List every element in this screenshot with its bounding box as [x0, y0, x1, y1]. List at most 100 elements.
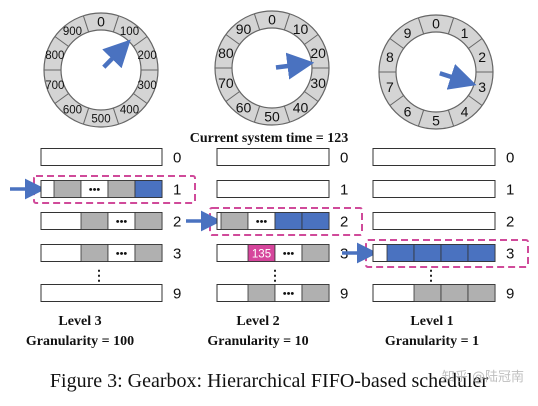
- current-time-label: Current system time = 123: [190, 131, 349, 146]
- level-3-granularity: Granularity = 100: [26, 334, 134, 349]
- clock-level-2-tick-label: 90: [236, 21, 252, 37]
- clock-level-1-divider: [447, 109, 455, 127]
- clock-level-3-divider: [112, 107, 120, 125]
- level-1-slot-blue: [440, 244, 469, 262]
- clock-level-3-tick-label: 600: [63, 104, 82, 116]
- level-3-bucket-index: 9: [173, 286, 181, 303]
- clock-level-1-divider: [417, 17, 425, 35]
- clock-level-1-tick-label: 4: [461, 103, 469, 119]
- level-1-bucket: [372, 180, 496, 198]
- clock-level-2-tick-label: 80: [218, 45, 234, 61]
- level-2-bucket-index: 1: [340, 182, 348, 199]
- clock-level-3-divider: [54, 93, 69, 104]
- level-2-slot-gray: [301, 284, 330, 302]
- clock-level-2-divider: [225, 91, 240, 102]
- clock-level-3-tick-label: 900: [63, 26, 82, 38]
- clock-level-2-tick-label: 70: [218, 75, 234, 91]
- level-1-bucket-index: 3: [506, 246, 514, 263]
- clock-level-3-divider: [82, 107, 90, 125]
- clock-level-1-divider: [389, 95, 404, 106]
- level-1-slot-gray: [440, 284, 469, 302]
- level-2-bucket-index: 0: [340, 150, 348, 167]
- level-2-slot-gray: [301, 244, 330, 262]
- clock-level-3-divider: [54, 36, 69, 47]
- clock-level-2-tick-label: 40: [293, 99, 309, 115]
- level-1-vertical-ellipsis: ⋮: [424, 269, 438, 284]
- clock-level-2-divider: [283, 13, 291, 31]
- level-1-bucket: [372, 148, 496, 166]
- clock-level-1-divider: [447, 17, 455, 35]
- level-1-slot-blue: [413, 244, 442, 262]
- level-1-bucket-index: 2: [506, 214, 514, 231]
- level-3-slot-gray: [107, 180, 136, 198]
- clock-level-3-pointer: [102, 39, 131, 69]
- clock-level-3-tick-label: 0: [97, 14, 105, 30]
- clock-level-1-tick-label: 3: [478, 79, 486, 95]
- clock-level-3-divider: [133, 36, 148, 47]
- clock-level-2-tick-label: 0: [268, 12, 276, 28]
- level-1-slot-blue: [386, 244, 415, 262]
- level-1-title: Level 1: [410, 314, 453, 329]
- figure-caption: Figure 3: Gearbox: Hierarchical FIFO-bas…: [49, 370, 489, 392]
- clock-level-1-tick-label: 5: [432, 113, 440, 129]
- level-2-badge-label: 135: [252, 249, 271, 261]
- clock-level-3-tick-label: 200: [138, 50, 157, 62]
- level-3-vertical-ellipsis: ⋮: [92, 269, 106, 284]
- level-3-title: Level 3: [58, 314, 101, 329]
- level-3-slot-gray: [80, 212, 109, 230]
- level-2-slot-blue: [274, 212, 303, 230]
- level-2-granularity: Granularity = 10: [207, 334, 308, 349]
- clock-level-2-divider: [225, 34, 240, 45]
- level-2-title: Level 2: [236, 314, 279, 329]
- clock-level-3-tick-label: 800: [45, 50, 64, 62]
- level-2-slot-ellipsis-text: •••: [283, 248, 295, 260]
- clock-level-1-pointer: [439, 63, 477, 90]
- level-2-bucket: [216, 148, 330, 166]
- level-3-slot-ellipsis-text: •••: [116, 248, 128, 260]
- level-2-bucket: [216, 180, 330, 198]
- level-3-bucket-index: 1: [173, 182, 181, 199]
- clock-level-3-divider: [133, 93, 148, 104]
- level-2-vertical-ellipsis: ⋮: [268, 269, 282, 284]
- gearbox-figure: Current system time = 123 01002003004005…: [10, 10, 529, 349]
- clock-level-1-divider: [468, 95, 483, 106]
- clock-level-3-divider: [112, 15, 120, 33]
- clock-level-1-divider: [468, 38, 483, 49]
- clock-level-1-tick-label: 9: [404, 25, 412, 41]
- level-3-slot-gray: [134, 212, 163, 230]
- level-2-slot-blue: [301, 212, 330, 230]
- level-3-slot-gray: [53, 180, 82, 198]
- level-3-bucket-index: 2: [173, 214, 181, 231]
- clock-level-2-divider: [283, 105, 291, 123]
- clock-level-3-tick-label: 700: [45, 80, 64, 92]
- clock-level-1-divider: [417, 109, 425, 127]
- clock-level-3-tick-label: 500: [91, 114, 110, 126]
- clock-level-1-tick-label: 6: [404, 103, 412, 119]
- clock-level-2-tick-label: 60: [236, 99, 252, 115]
- clock-level-2-divider: [253, 105, 261, 123]
- level-2-bucket-index: 9: [340, 286, 348, 303]
- clock-level-2-divider: [304, 34, 319, 45]
- level-2-slot-ellipsis-text: •••: [283, 288, 295, 300]
- level-1-granularity: Granularity = 1: [385, 334, 479, 349]
- level-3-bucket: [40, 148, 163, 166]
- level-2-slot-gray: [247, 284, 276, 302]
- level-2-bucket-index: 2: [340, 214, 348, 231]
- clock-level-2-tick-label: 10: [293, 21, 309, 37]
- clock-level-1-tick-label: 1: [461, 25, 469, 41]
- clock-level-2-tick-label: 20: [310, 45, 326, 61]
- clock-level-1-divider: [389, 38, 404, 49]
- level-1-slot-blue: [467, 244, 496, 262]
- level-2-slot-ellipsis-text: •••: [256, 216, 268, 228]
- clock-level-1-tick-label: 2: [478, 49, 486, 65]
- level-1-slot-gray: [413, 284, 442, 302]
- level-1-slot-gray: [467, 284, 496, 302]
- clock-level-2-tick-label: 30: [310, 75, 326, 91]
- clock-level-1-tick-label: 7: [386, 79, 394, 95]
- level-3-slot-gray: [80, 244, 109, 262]
- level-2-slot-gray: [220, 212, 249, 230]
- clock-level-1-face: [395, 31, 477, 113]
- clock-level-2-pointer: [275, 52, 315, 80]
- clock-level-1-tick-label: 0: [432, 16, 440, 32]
